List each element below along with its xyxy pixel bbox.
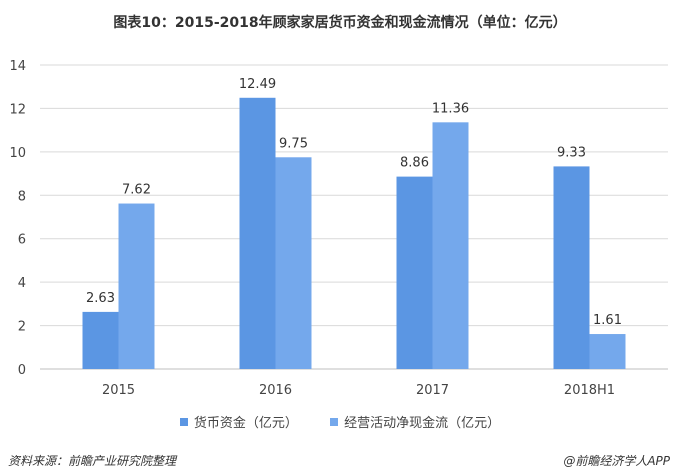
data-label: 12.49	[239, 77, 276, 92]
source-note: 资料来源：前瞻产业研究院整理	[8, 454, 177, 468]
data-label: 2.63	[86, 291, 115, 306]
chart-title: 图表10：2015-2018年顾家家居货币资金和现金流情况（单位：亿元）	[113, 15, 567, 31]
y-tick-label: 0	[18, 363, 26, 378]
legend: 货币资金（亿元） 经营活动净现金流（亿元）	[0, 412, 680, 431]
bar-cash-2015	[82, 311, 119, 369]
legend-item-series2: 经营活动净现金流（亿元）	[330, 412, 500, 431]
y-tick-label: 2	[18, 320, 26, 335]
data-label: 11.36	[432, 101, 469, 116]
y-tick-label: 8	[18, 189, 26, 204]
x-tick-label: 2016	[259, 383, 292, 398]
y-tick-label: 14	[9, 59, 26, 74]
legend-swatch-series2	[330, 417, 339, 426]
legend-swatch-series1	[179, 417, 188, 426]
y-tick-label: 10	[9, 146, 26, 161]
data-label: 9.75	[279, 136, 308, 151]
data-label: 1.61	[593, 313, 622, 328]
bar-cash-2016	[239, 97, 276, 369]
x-tick-label: 2015	[102, 383, 135, 398]
legend-item-series1: 货币资金（亿元）	[179, 412, 298, 431]
x-axis-ticks: 2015 2016 2017 2018H1	[102, 383, 615, 398]
bar-cash-2018H1	[553, 166, 590, 369]
bars	[82, 97, 626, 369]
bar-operating-cashflow-2016	[275, 157, 312, 369]
bar-operating-cashflow-2015	[118, 203, 155, 369]
watermark: @前瞻经济学人APP	[563, 454, 670, 468]
data-label: 9.33	[557, 145, 586, 160]
legend-label-series2: 经营活动净现金流（亿元）	[344, 416, 501, 431]
bar-operating-cashflow-2017	[432, 122, 469, 369]
data-labels: 2.63 7.62 12.49 9.75 8.86 11.36 9.33 1.61	[86, 77, 622, 328]
y-tick-label: 12	[9, 102, 26, 117]
legend-label-series1: 货币资金（亿元）	[193, 416, 298, 431]
x-tick-label: 2017	[416, 383, 449, 398]
bar-operating-cashflow-2018H1	[589, 334, 626, 369]
y-tick-label: 4	[18, 276, 26, 291]
y-tick-label: 6	[18, 233, 26, 248]
x-tick-label: 2018H1	[564, 383, 615, 398]
data-label: 7.62	[122, 183, 151, 198]
data-label: 8.86	[400, 156, 429, 171]
bar-cash-2017	[396, 176, 433, 369]
y-axis-ticks: 0 2 4 6 8 10 12 14	[9, 59, 26, 378]
